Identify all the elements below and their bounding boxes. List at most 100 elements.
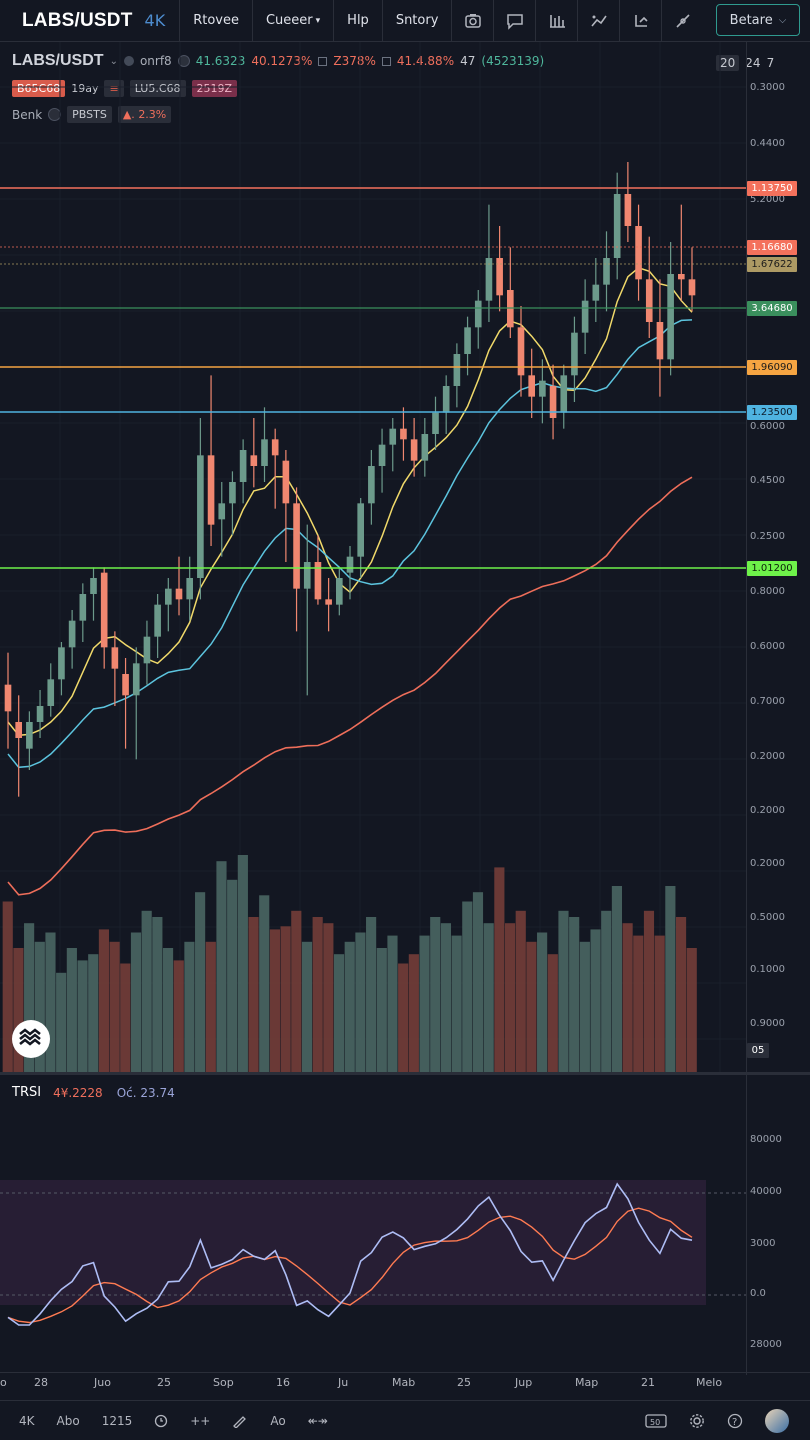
logo-icon [19,1028,41,1046]
rsi-tick-label: 28000 [750,1339,782,1350]
chip-value[interactable]: LU5.C68 [129,80,186,97]
volume-bar [237,855,248,1072]
level-price-tag[interactable]: 1.16680 [747,240,797,255]
menu-item-0[interactable]: Rtovee [193,13,239,28]
candle-body [36,706,44,722]
help-icon[interactable]: ? [716,1401,754,1440]
ma-mid-line [7,319,693,769]
candle-body [26,722,33,749]
time-tick-label: Sop [213,1376,234,1389]
rsi-value-b: Oć. 23.74 [116,1085,175,1100]
price-chart[interactable] [0,42,746,1072]
candle-body [186,578,194,600]
clock-icon[interactable] [143,1401,179,1440]
symbol-title[interactable]: LABS/USDT [22,9,133,31]
comment-icon[interactable] [493,0,535,42]
bottom-toolbar: 4K Abo 1215 ++ Ao ↞↠ 50 ? [0,1400,810,1440]
indicator-icon[interactable] [577,0,619,42]
price-tick-label: 5.2000 [750,194,785,205]
rsi-title[interactable]: TRSI [12,1085,42,1100]
chevron-down-icon[interactable]: ⌄ [109,55,118,67]
time-tick-label: 21 [641,1376,655,1389]
pct-chip[interactable]: ▲. 2.3% [117,106,172,123]
screenshot-icon[interactable]: 50 [634,1401,678,1440]
count-button[interactable]: 1215 [101,1413,133,1428]
time-tick-label: Melo [696,1376,723,1389]
legend-symbol[interactable]: LABS/USDT [12,52,104,69]
eye-icon[interactable] [177,55,190,67]
time-tick-label: 25 [157,1376,171,1389]
volume-bar [526,941,537,1072]
layout-badge[interactable]: 20 [716,55,740,71]
rsi-chart[interactable] [0,1075,746,1372]
chip-value-pink[interactable]: 2519Z [191,80,238,97]
volume-bar [483,923,494,1072]
range-button[interactable]: 4K [19,1413,35,1428]
volume-bar [547,954,558,1072]
replay-icon[interactable] [619,0,661,42]
pencil-icon[interactable] [221,1401,259,1440]
chip-price[interactable]: B65C68 [12,80,66,97]
brand-logo[interactable] [12,1020,50,1058]
candle-body [314,562,322,600]
resolution-button[interactable]: 4K [144,11,166,30]
toolbar-divider [179,0,181,42]
benk-label: Benk [12,107,43,122]
layout-value[interactable]: 24 [745,56,761,70]
avatar[interactable] [754,1401,800,1440]
pbsts-chip[interactable]: PBSTS [67,106,112,123]
rsi-tick-label: 0.0 [750,1288,766,1299]
volume-bar [184,941,195,1072]
time-axis[interactable] [0,1372,810,1396]
zoom-button[interactable]: Ao [270,1413,286,1428]
rsi-axis[interactable] [746,1075,810,1375]
candle-body [47,679,55,706]
volume-bar [130,932,142,1072]
candle-body [154,604,161,637]
layout-value[interactable]: 7 [766,56,775,70]
volume-bar [633,935,644,1072]
drawing-icon[interactable] [661,0,703,42]
pane-divider[interactable] [0,1072,810,1075]
candle-body [688,279,696,296]
bars-icon[interactable] [535,0,577,42]
time-tick-label: 28 [34,1376,48,1389]
svg-text:?: ? [732,1417,737,1428]
volume-tick-label: 0.2000 [750,805,785,816]
legend-count: 47 [460,54,476,68]
candle-body [368,466,375,504]
level-price-tag[interactable]: 1.67622 [747,257,797,272]
menu-item-2[interactable]: Hlp [347,13,369,28]
level-price-tag[interactable]: 1.23500 [747,405,797,420]
candle-body [613,194,621,258]
candle-body [560,375,568,413]
price-tick-label: 0.6000 [750,641,785,652]
volume-bar [440,923,451,1072]
volume-bar [569,917,580,1072]
level-price-tag[interactable]: 1.96090 [747,360,797,375]
candle-body [528,375,536,397]
volume-bar [504,923,516,1072]
candle-body [229,482,236,504]
menu-item-3[interactable]: Sntory [395,13,439,28]
legend-row-indicators: Benk PBSTS ▲. 2.3% [12,106,172,123]
volume-bar [66,948,77,1072]
legend-high: 40.1273% [251,54,313,68]
settings-icon[interactable] [678,1401,716,1440]
period-button[interactable]: Abo [56,1413,80,1428]
price-tick-label: 0.8000 [750,586,785,597]
chip-icon[interactable]: ≡ [104,80,124,97]
beta-button[interactable]: Betare ⌵ [716,4,800,36]
level-price-tag[interactable]: 1.13750 [747,181,797,196]
price-axis[interactable] [746,42,810,1072]
candle-body [293,503,300,589]
range-slider-icon[interactable]: ↞↠ [307,1413,328,1428]
menu-item-1[interactable]: Cueeer ▾ [253,0,333,42]
volume-bar [398,963,409,1072]
toggle-icon[interactable] [48,108,62,121]
snapshot-icon[interactable] [451,0,493,42]
time-tick-label: o [0,1376,7,1389]
level-price-tag[interactable]: 1.01200 [747,561,797,576]
compare-icon[interactable]: ++ [190,1413,211,1428]
level-price-tag[interactable]: 3.64680 [747,301,797,316]
